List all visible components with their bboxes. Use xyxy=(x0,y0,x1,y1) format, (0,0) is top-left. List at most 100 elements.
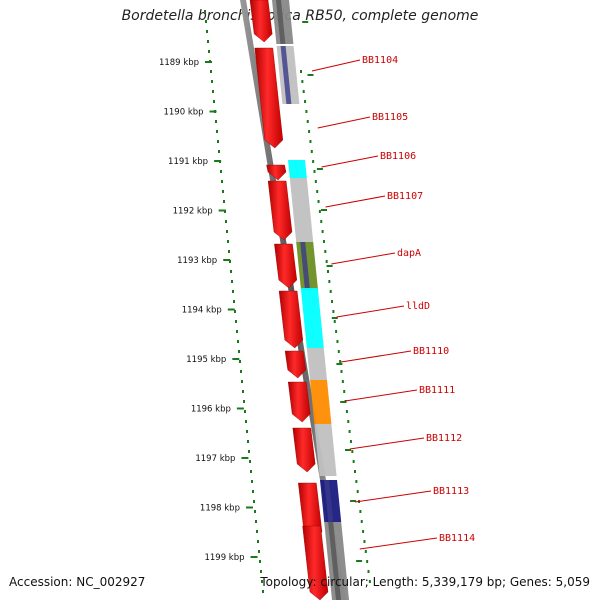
dot xyxy=(243,400,245,403)
dot xyxy=(305,110,308,113)
gene-label[interactable]: BB1111 xyxy=(419,385,455,396)
gene-leader-line xyxy=(321,155,379,168)
dot xyxy=(327,270,329,273)
dot xyxy=(221,180,223,183)
dot xyxy=(241,380,243,383)
dot xyxy=(231,280,233,283)
dot xyxy=(313,170,316,173)
dot xyxy=(232,290,234,293)
dot xyxy=(253,500,255,503)
dot xyxy=(234,310,236,313)
dot xyxy=(360,520,363,523)
reverse-cds-box[interactable] xyxy=(310,380,332,424)
forward-cds-arrow[interactable] xyxy=(249,0,273,43)
dot xyxy=(324,250,327,253)
dot xyxy=(205,20,207,23)
dot xyxy=(262,590,264,593)
dot xyxy=(228,250,230,253)
gene-label[interactable]: BB1112 xyxy=(426,433,462,444)
reverse-cds-box[interactable] xyxy=(314,424,337,476)
dot xyxy=(339,360,342,363)
reverse-cds-stripe xyxy=(328,522,341,600)
forward-cds-arrow[interactable] xyxy=(284,350,307,379)
dot xyxy=(322,240,325,243)
dot xyxy=(300,70,302,73)
dot xyxy=(233,300,235,303)
gene-leader-line xyxy=(355,490,432,503)
forward-cds-arrow[interactable] xyxy=(292,427,316,473)
axis-tick xyxy=(241,457,249,459)
dot xyxy=(250,470,252,473)
dot xyxy=(258,550,260,553)
dot xyxy=(217,140,219,143)
forward-cds-arrow[interactable] xyxy=(267,180,293,241)
forward-cds-arrow[interactable] xyxy=(287,381,311,423)
accession-label: Accession: NC_002927 xyxy=(9,575,146,589)
dot xyxy=(242,390,244,393)
forward-cds-arrow[interactable] xyxy=(266,164,287,181)
reverse-cds-box[interactable] xyxy=(288,160,307,178)
dot xyxy=(331,300,334,303)
gene-tick xyxy=(336,363,343,365)
dot xyxy=(216,130,218,133)
reverse-cds-box[interactable] xyxy=(306,348,327,380)
dot xyxy=(246,430,248,433)
dot xyxy=(240,370,242,373)
gene-label[interactable]: lldD xyxy=(406,301,430,312)
reverse-cds-box[interactable] xyxy=(300,288,324,348)
axis-tick-label: 1199 kbp xyxy=(204,553,244,563)
forward-cds-arrow[interactable] xyxy=(254,47,284,149)
forward-cds-arrow[interactable] xyxy=(274,243,298,289)
axis-tick xyxy=(223,259,231,261)
gene-tick xyxy=(316,168,323,170)
reverse-cds-stripe xyxy=(276,0,286,44)
gene-leader-line xyxy=(344,389,418,402)
dot xyxy=(236,330,238,333)
forward-cds-arrow[interactable] xyxy=(278,290,304,349)
gene-tick xyxy=(350,500,357,502)
gene-tick xyxy=(307,74,314,76)
gene-label[interactable]: dapA xyxy=(397,248,421,259)
gene-leader-line xyxy=(325,195,386,208)
dot xyxy=(310,150,313,153)
axis-tick-label: 1193 kbp xyxy=(177,256,217,266)
dot xyxy=(308,130,311,133)
gene-labels: BB1104 BB1105 BB1106 BB1107 dapA lldD BB1110 BB… xyxy=(311,55,475,550)
gene-leader-line xyxy=(359,537,438,550)
axis-tick-label: 1192 kbp xyxy=(173,207,213,217)
gene-label[interactable]: BB1104 xyxy=(362,55,398,66)
dot xyxy=(320,220,323,223)
reverse-cds-box[interactable] xyxy=(289,178,314,242)
dot xyxy=(259,560,261,563)
gene-leader-line xyxy=(311,59,361,72)
gene-label[interactable]: BB1110 xyxy=(413,346,449,357)
dot xyxy=(345,410,348,413)
dot xyxy=(218,150,220,153)
dot xyxy=(208,50,210,53)
dot xyxy=(332,310,335,313)
forward-cds-arrow[interactable] xyxy=(302,525,329,600)
gene-label[interactable]: BB1107 xyxy=(387,191,423,202)
dot xyxy=(227,240,229,243)
dot xyxy=(312,160,315,163)
axis-tick xyxy=(232,358,240,360)
axis-tick-label: 1190 kbp xyxy=(163,108,203,118)
dot xyxy=(225,220,227,223)
gene-label[interactable]: BB1113 xyxy=(433,486,469,497)
dot xyxy=(238,350,240,353)
dot xyxy=(257,540,259,543)
dot xyxy=(249,460,251,463)
dot xyxy=(247,440,249,443)
gene-label[interactable]: BB1114 xyxy=(439,533,475,544)
dot xyxy=(337,350,340,353)
dot xyxy=(244,410,246,413)
gene-label[interactable]: BB1105 xyxy=(372,112,408,123)
gene-label[interactable]: BB1106 xyxy=(380,151,416,162)
dot xyxy=(301,80,304,83)
reverse-cds-stripe xyxy=(300,242,310,290)
axis-tick-label: 1198 kbp xyxy=(200,504,240,514)
axis-tick-label: 1195 kbp xyxy=(186,355,226,365)
dot xyxy=(363,540,366,543)
dot xyxy=(220,170,222,173)
